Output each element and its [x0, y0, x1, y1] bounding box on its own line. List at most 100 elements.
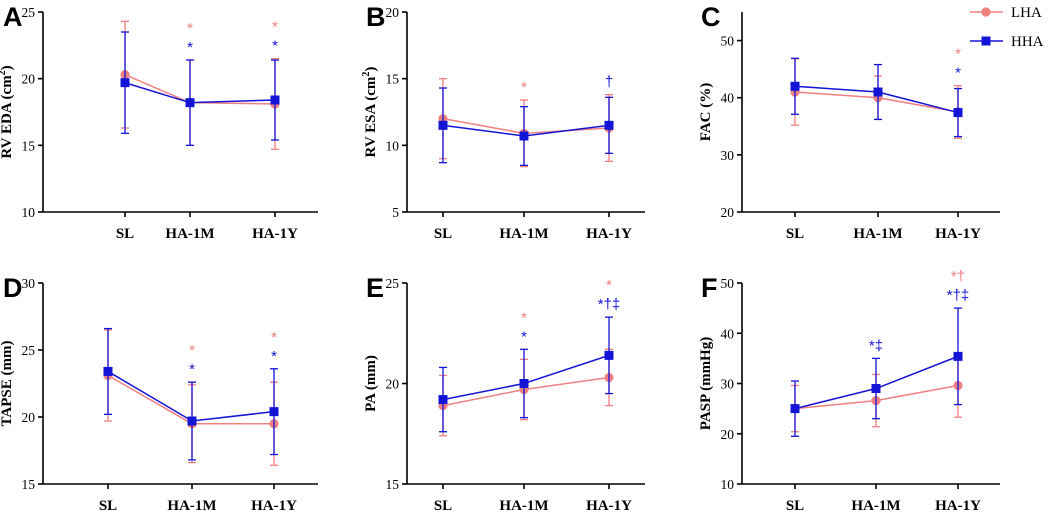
y-tick-label: 15 — [22, 138, 36, 153]
data-point — [873, 87, 883, 97]
series-lha — [790, 58, 963, 139]
panel-letter: F — [701, 273, 718, 303]
y-tick-label: 25 — [22, 5, 36, 20]
x-tick-label: SL — [786, 498, 804, 513]
data-point — [871, 384, 881, 394]
x-tick-label: SL — [116, 226, 134, 242]
x-tick-label: HA-1Y — [935, 498, 981, 513]
data-point — [953, 108, 963, 118]
data-point — [604, 120, 614, 130]
data-point — [604, 350, 614, 360]
y-tick-label: 30 — [721, 377, 735, 392]
panel-letter: D — [3, 273, 23, 303]
data-point — [438, 120, 448, 130]
series-hha — [438, 316, 614, 433]
y-tick-label: 20 — [721, 427, 735, 442]
y-tick-label: 50 — [721, 34, 735, 49]
data-point — [103, 366, 113, 376]
y-axis-label: FAC (%) — [698, 83, 714, 141]
legend-label: HHA — [1011, 34, 1044, 50]
y-tick-label: 30 — [22, 276, 36, 291]
significance-marker: *†‡ — [947, 287, 970, 304]
significance-marker: * — [955, 46, 961, 63]
y-tick-label: 10 — [386, 138, 400, 153]
series-hha — [790, 57, 963, 138]
significance-marker: * — [271, 348, 277, 365]
data-point — [953, 351, 963, 361]
legend: LHA HHA — [970, 5, 1044, 50]
y-tick-label: 30 — [721, 148, 735, 163]
panel-letter: B — [366, 2, 386, 32]
x-tick-label: HA-1Y — [251, 498, 297, 513]
y-tick-label: 20 — [721, 205, 735, 220]
x-tick-label: HA-1M — [165, 226, 214, 242]
y-tick-label: 5 — [392, 205, 399, 220]
significance-marker: * — [189, 361, 195, 378]
y-axis-label: PA (mm) — [363, 355, 379, 412]
significance-marker: * — [272, 19, 278, 36]
data-point — [120, 78, 130, 88]
y-tick-label: 20 — [22, 72, 36, 87]
panel-c: C 20 30 40 50 SL HA-1M HA-1Y FAC (%) * * — [698, 2, 1000, 242]
y-tick-label: 40 — [721, 91, 735, 106]
significance-marker: * — [606, 277, 612, 294]
series-line — [107, 370, 275, 422]
series-hha — [790, 307, 963, 437]
significance-marker: * — [521, 309, 527, 326]
y-tick-label: 25 — [22, 343, 36, 358]
x-tick-label: HA-1Y — [586, 226, 632, 242]
y-tick-label: 20 — [22, 410, 36, 425]
y-tick-label: 50 — [721, 276, 735, 291]
series-lha — [120, 20, 280, 150]
x-tick-label: SL — [99, 498, 117, 513]
panel-d: D 15 20 25 30 SL HA-1M HA-1Y TAPSE (mm) * * * * — [0, 273, 318, 513]
y-tick-label: 15 — [386, 477, 400, 492]
significance-marker: * — [521, 79, 527, 96]
y-tick-label: 40 — [721, 326, 735, 341]
significance-marker: * — [272, 38, 278, 55]
legend-marker — [981, 36, 991, 46]
y-tick-label: 15 — [386, 72, 400, 87]
panel-b: B 5 10 15 20 SL HA-1M HA-1Y RV ESA (cm2) * † — [361, 2, 645, 242]
series-hha — [438, 87, 614, 166]
panel-letter: C — [701, 2, 721, 32]
data-point — [185, 98, 195, 108]
data-point — [519, 131, 529, 141]
x-tick-label: HA-1M — [167, 498, 216, 513]
x-tick-label: SL — [434, 226, 452, 242]
y-tick-label: 10 — [721, 477, 735, 492]
significance-marker: † — [605, 74, 613, 91]
data-point — [269, 407, 279, 417]
y-axis-label: TAPSE (mm) — [0, 341, 15, 427]
significance-marker: * — [271, 329, 277, 346]
y-axis-label: PASP (mmHg) — [698, 337, 714, 430]
legend-item-hha: HHA — [970, 34, 1044, 50]
series-line — [124, 81, 276, 104]
x-tick-label: HA-1Y — [586, 498, 632, 513]
panel-f: F 10 20 30 40 50 SL HA-1M HA-1Y PASP (mmHg) *‡ *† *†… — [698, 268, 1000, 513]
data-point — [438, 395, 448, 405]
y-tick-label: 25 — [386, 276, 400, 291]
x-tick-label: HA-1M — [499, 498, 548, 513]
legend-item-lha: LHA — [970, 5, 1042, 21]
panel-a: A 10 15 20 25 SL HA-1M HA-1Y RV EDA (cm2) * * * * — [0, 2, 318, 242]
y-tick-label: 10 — [22, 205, 36, 220]
panel-letter: A — [3, 2, 23, 32]
data-point — [790, 81, 800, 91]
significance-marker: * — [189, 342, 195, 359]
x-tick-label: HA-1M — [853, 226, 902, 242]
legend-marker — [981, 7, 991, 17]
significance-marker: *†‡ — [598, 296, 621, 313]
y-tick-label: 15 — [22, 477, 36, 492]
x-tick-label: HA-1M — [499, 226, 548, 242]
significance-marker: * — [187, 20, 193, 37]
data-point — [270, 95, 280, 105]
significance-marker: *‡ — [869, 337, 883, 354]
significance-marker: * — [521, 328, 527, 345]
legend-label: LHA — [1011, 5, 1042, 21]
significance-marker: * — [955, 65, 961, 82]
data-point — [790, 404, 800, 414]
significance-marker: *† — [951, 268, 965, 285]
data-point — [519, 379, 529, 388]
